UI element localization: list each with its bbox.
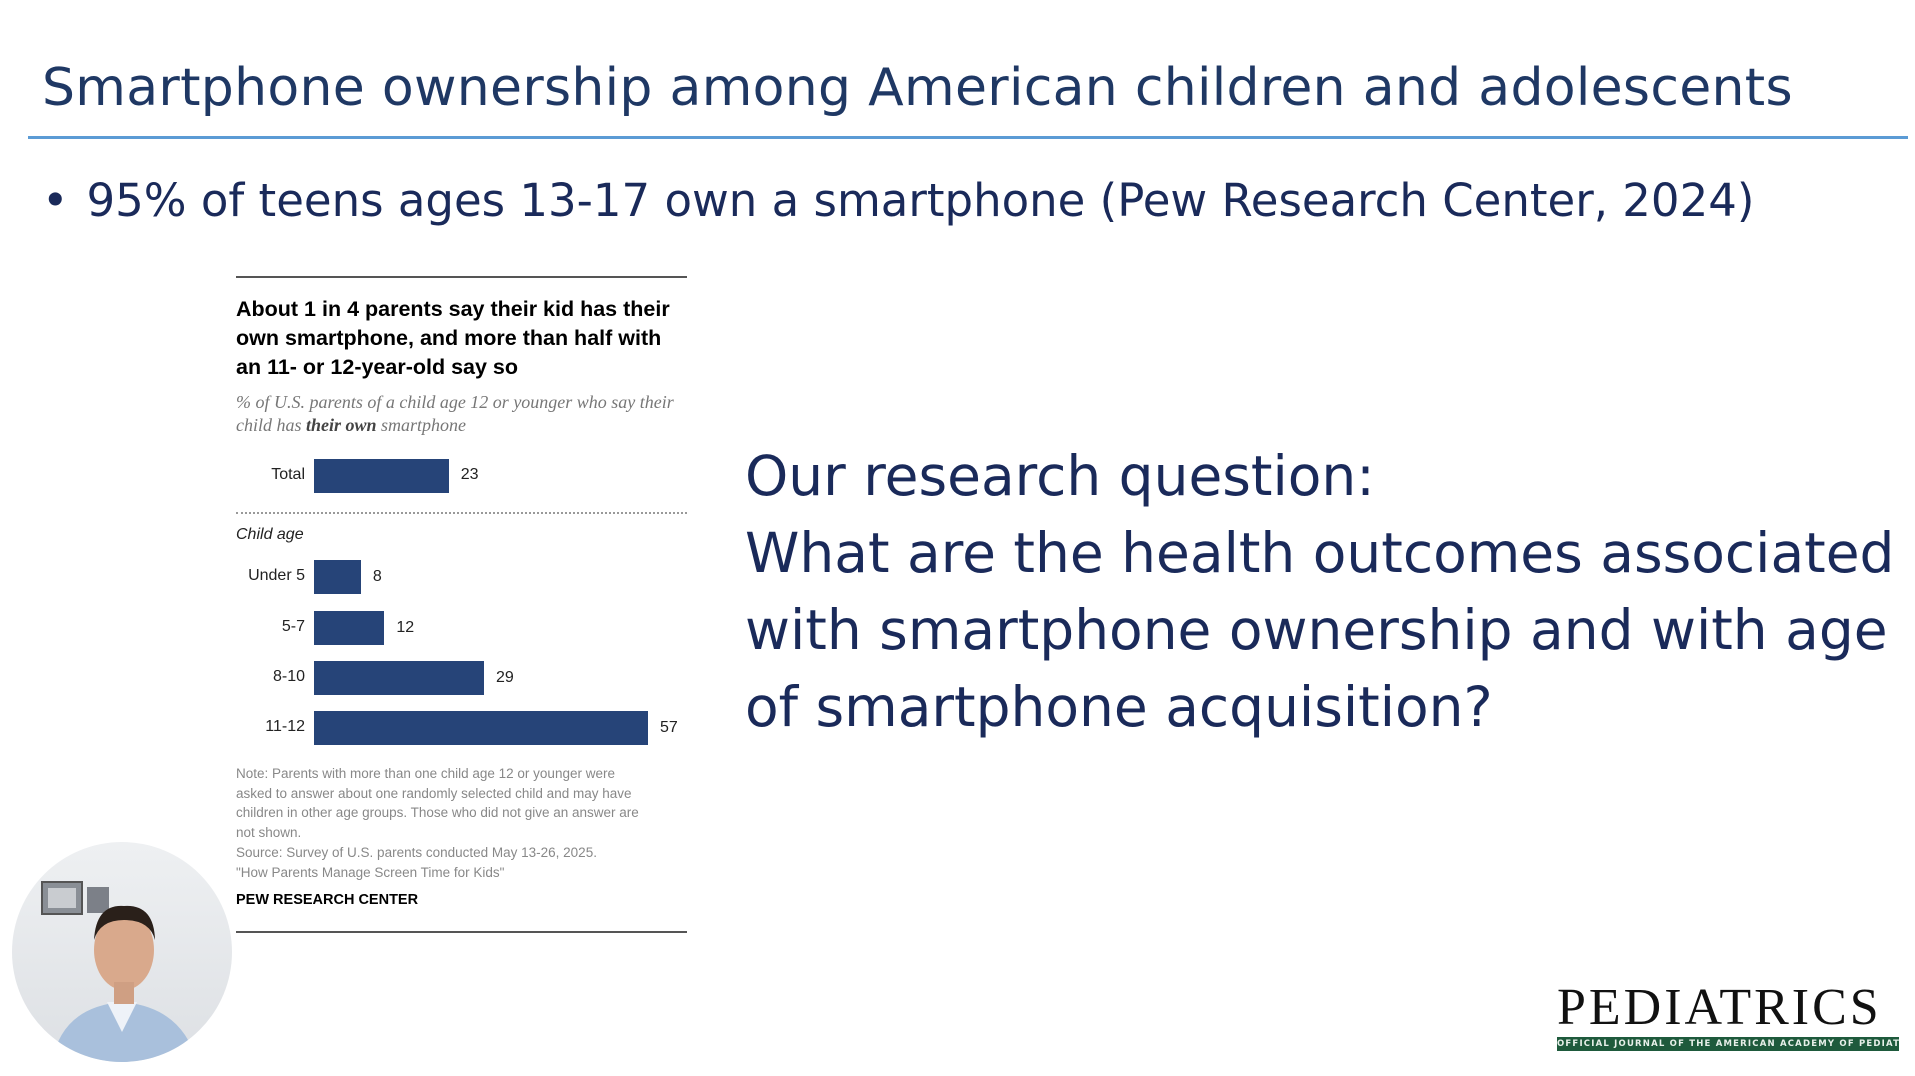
note-line: not shown.	[236, 825, 302, 841]
presenter-video	[12, 842, 232, 1062]
bar	[314, 711, 649, 745]
value-label: 8	[372, 568, 382, 585]
category-label: 11-12	[265, 718, 305, 735]
group-label: Child age	[236, 526, 304, 543]
chart-subtitle: % of U.S. parents of a child age 12 or y…	[236, 391, 686, 437]
question-line: with smartphone ownership and with age	[745, 598, 1888, 662]
bullet-icon: •	[42, 174, 69, 227]
chart-bottom-rule	[236, 931, 687, 933]
value-label-total: 23	[460, 466, 479, 483]
question-line: Our research question:	[745, 444, 1375, 508]
subtitle-text: % of U.S. parents of a child age 12 or y…	[236, 392, 674, 435]
pediatrics-logo: PEDIATRICS OFFICIAL JOURNAL OF THE AMERI…	[1557, 982, 1899, 1051]
research-question: Our research question: What are the healt…	[745, 438, 1894, 746]
bar	[314, 560, 361, 594]
slide-title: Smartphone ownership among American chil…	[42, 58, 1793, 118]
note-line: "How Parents Manage Screen Time for Kids…	[236, 864, 505, 880]
bullet-text: 95% of teens ages 13-17 own a smartphone…	[86, 174, 1755, 227]
source-org: PEW RESEARCH CENTER	[236, 892, 419, 908]
bar-total	[314, 459, 449, 493]
note-line: children in other age groups. Those who …	[236, 805, 639, 821]
subtitle-text-end: smartphone	[376, 415, 467, 435]
chart-note: Note: Parents with more than one child a…	[236, 764, 696, 882]
logo-wordmark: PEDIATRICS	[1557, 979, 1882, 1036]
question-line: of smartphone acquisition?	[745, 675, 1493, 739]
title-divider	[28, 136, 1908, 139]
bullet-point: • 95% of teens ages 13-17 own a smartphon…	[42, 174, 1754, 227]
bar	[314, 611, 385, 645]
category-label: 8-10	[272, 668, 305, 685]
category-label: Under 5	[248, 567, 305, 584]
logo-tagline: OFFICIAL JOURNAL OF THE AMERICAN ACADEMY…	[1557, 1037, 1899, 1051]
dotted-divider	[236, 512, 687, 514]
value-label: 29	[495, 669, 514, 686]
value-label: 12	[396, 619, 415, 636]
question-line: What are the health outcomes associated	[745, 521, 1895, 585]
note-line: asked to answer about one randomly selec…	[236, 785, 632, 801]
value-label: 57	[660, 719, 678, 736]
presenter-avatar-icon	[41, 881, 197, 1062]
category-label: 5-7	[281, 618, 305, 635]
subtitle-emphasis: their own	[306, 415, 377, 435]
chart-title: About 1 in 4 parents say their kid has t…	[236, 297, 670, 379]
bar	[314, 661, 484, 695]
note-line: Note: Parents with more than one child a…	[236, 766, 615, 781]
category-label-total: Total	[271, 466, 305, 483]
chart-top-rule	[236, 276, 687, 278]
note-line: Source: Survey of U.S. parents conducted…	[236, 844, 597, 860]
